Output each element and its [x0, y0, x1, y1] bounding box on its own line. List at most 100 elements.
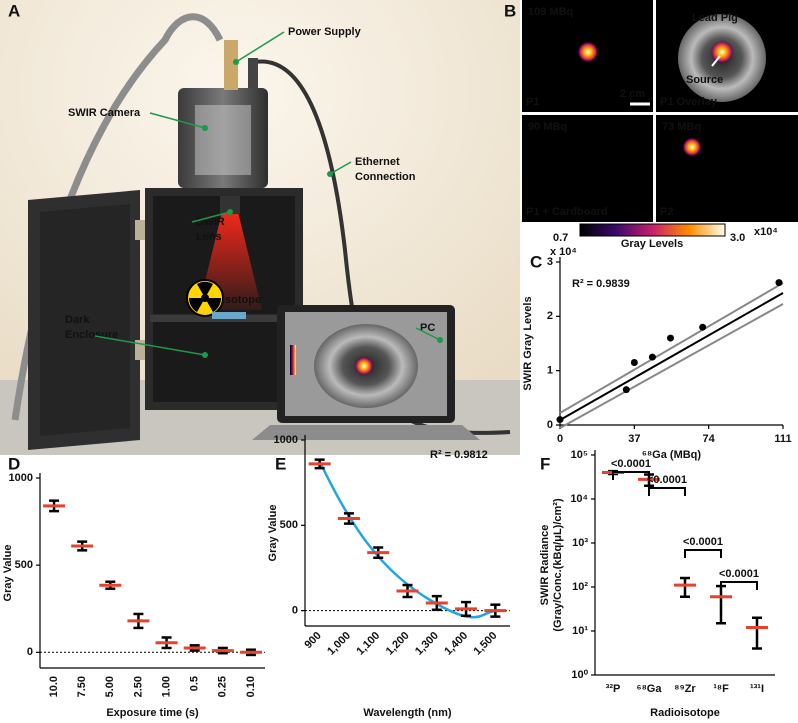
leader-dot [227, 209, 233, 215]
annotation: R² = 0.9839 [572, 278, 630, 290]
setup-label: Isotope [222, 294, 261, 306]
significance-bracket [612, 471, 650, 480]
x-tick-label: 0.25 [217, 676, 229, 697]
panel-label: C [530, 252, 542, 271]
activity-label: 90 MBq [528, 121, 567, 133]
p-value: <0.0001 [611, 458, 651, 470]
scale-label: 2 cm [620, 88, 645, 100]
p-value: <0.0001 [719, 568, 759, 580]
y-tick-label: 10⁰ [571, 669, 588, 681]
error-bar [680, 576, 690, 599]
data-point [630, 359, 638, 367]
data-point [699, 323, 707, 331]
x-axis-label: Wavelength (nm) [363, 707, 452, 719]
setup-label: PC [420, 322, 435, 334]
x-axis-label: Radioisotope [650, 707, 720, 719]
x-tick-label: ³²P [606, 683, 621, 695]
x-tick-label: 1,300 [413, 630, 441, 658]
data-point [775, 279, 783, 287]
y-tick-label: 500 [15, 559, 33, 571]
setup-label: Connection [355, 171, 416, 183]
leader-line [235, 31, 285, 63]
panel-label: B [504, 1, 516, 20]
x-tick-label: ¹³¹I [750, 683, 764, 695]
image-annotation: Lead Pig [692, 12, 738, 24]
x-tick-label: 0.10 [245, 676, 257, 697]
error-bar [716, 584, 726, 625]
y-axis-label: SWIR Radiance [539, 525, 551, 606]
leader-line [149, 112, 206, 129]
x-tick-label: 2.50 [132, 676, 144, 697]
x-tick-label: 1,000 [325, 630, 353, 658]
image-name: P1 [526, 96, 539, 108]
y-axis-label: Gray Value [267, 505, 279, 562]
p-value: <0.0001 [683, 536, 723, 548]
x-tick-label: 1,500 [472, 630, 500, 658]
x-tick-label: 900 [302, 630, 323, 651]
x-tick-label: 1.00 [160, 676, 172, 697]
leader-dot [233, 59, 239, 65]
fit-curve [318, 461, 496, 619]
y-tick-label: 0 [292, 605, 298, 617]
x-tick-label: 0.5 [189, 676, 201, 691]
x-tick-label: 10.0 [48, 676, 60, 697]
data-point [648, 353, 656, 361]
y-tick-label: 1000 [9, 472, 33, 484]
significance-bracket [648, 487, 686, 496]
x-axis-label: ⁶⁸Ga (MBq) [642, 449, 701, 461]
data-point [666, 334, 674, 342]
setup-label: Lens [196, 231, 222, 243]
panel-label: E [275, 454, 286, 473]
leader-dot [437, 337, 443, 343]
x-tick-label: 5.00 [104, 676, 116, 697]
image-name: P2 [660, 206, 673, 218]
y-axis-label: Gray Value [2, 545, 14, 602]
x-tick-label: ⁶⁸Ga [637, 683, 663, 695]
colorbar-exponent: x10⁴ [754, 226, 778, 238]
y-tick-label: 500 [280, 519, 298, 531]
y-tick-label: 2 [547, 310, 553, 322]
panel-label: A [8, 1, 20, 20]
annotation: R² = 0.9812 [430, 449, 488, 461]
x-tick-label: 1,100 [354, 630, 382, 658]
y-tick-label: 0 [27, 646, 33, 658]
y-multiplier: x 10⁴ [550, 246, 577, 258]
y-tick-label: 10⁴ [570, 493, 588, 505]
y-tick-label: 10¹ [572, 625, 588, 637]
fit-line [559, 282, 784, 414]
leader-dot [327, 171, 333, 177]
leader-dot [202, 125, 208, 131]
x-tick-label: 74 [703, 433, 716, 445]
x-tick-label: 7.50 [76, 676, 88, 697]
leader-line [191, 211, 231, 223]
leader-line [94, 335, 206, 356]
colorbar-min: 0.7 [553, 232, 568, 244]
y-axis-label: SWIR Gray Levels [522, 296, 534, 390]
x-tick-label: 0 [557, 433, 563, 445]
activity-label: 73 MBq [662, 121, 701, 133]
y-tick-label: 3 [547, 256, 553, 268]
x-tick-label: 1,200 [384, 630, 412, 658]
image-panel [522, 0, 798, 237]
data-point [556, 416, 564, 424]
fit-line [559, 292, 784, 421]
leader-line [415, 327, 441, 341]
image-name: P1 + Cardboard [526, 206, 608, 218]
p-value: <0.0001 [647, 474, 687, 486]
y-tick-label: 1000 [274, 434, 298, 446]
leader-line [329, 161, 352, 175]
setup-label: Ethernet [355, 156, 400, 168]
activity-label: 109 MBq [528, 6, 573, 18]
panel-label: D [8, 454, 20, 473]
y-tick-label: 0 [547, 419, 553, 431]
y-tick-label: 10⁵ [571, 449, 588, 461]
setup-label: SWIR Camera [68, 107, 141, 119]
significance-bracket [684, 549, 722, 558]
image-annotation: Source [686, 74, 723, 86]
x-tick-label: ¹⁸F [713, 683, 729, 695]
setup-illustration [0, 0, 520, 455]
y-tick-label: 10² [572, 581, 588, 593]
fit-line [559, 303, 784, 429]
data-point [622, 386, 630, 394]
